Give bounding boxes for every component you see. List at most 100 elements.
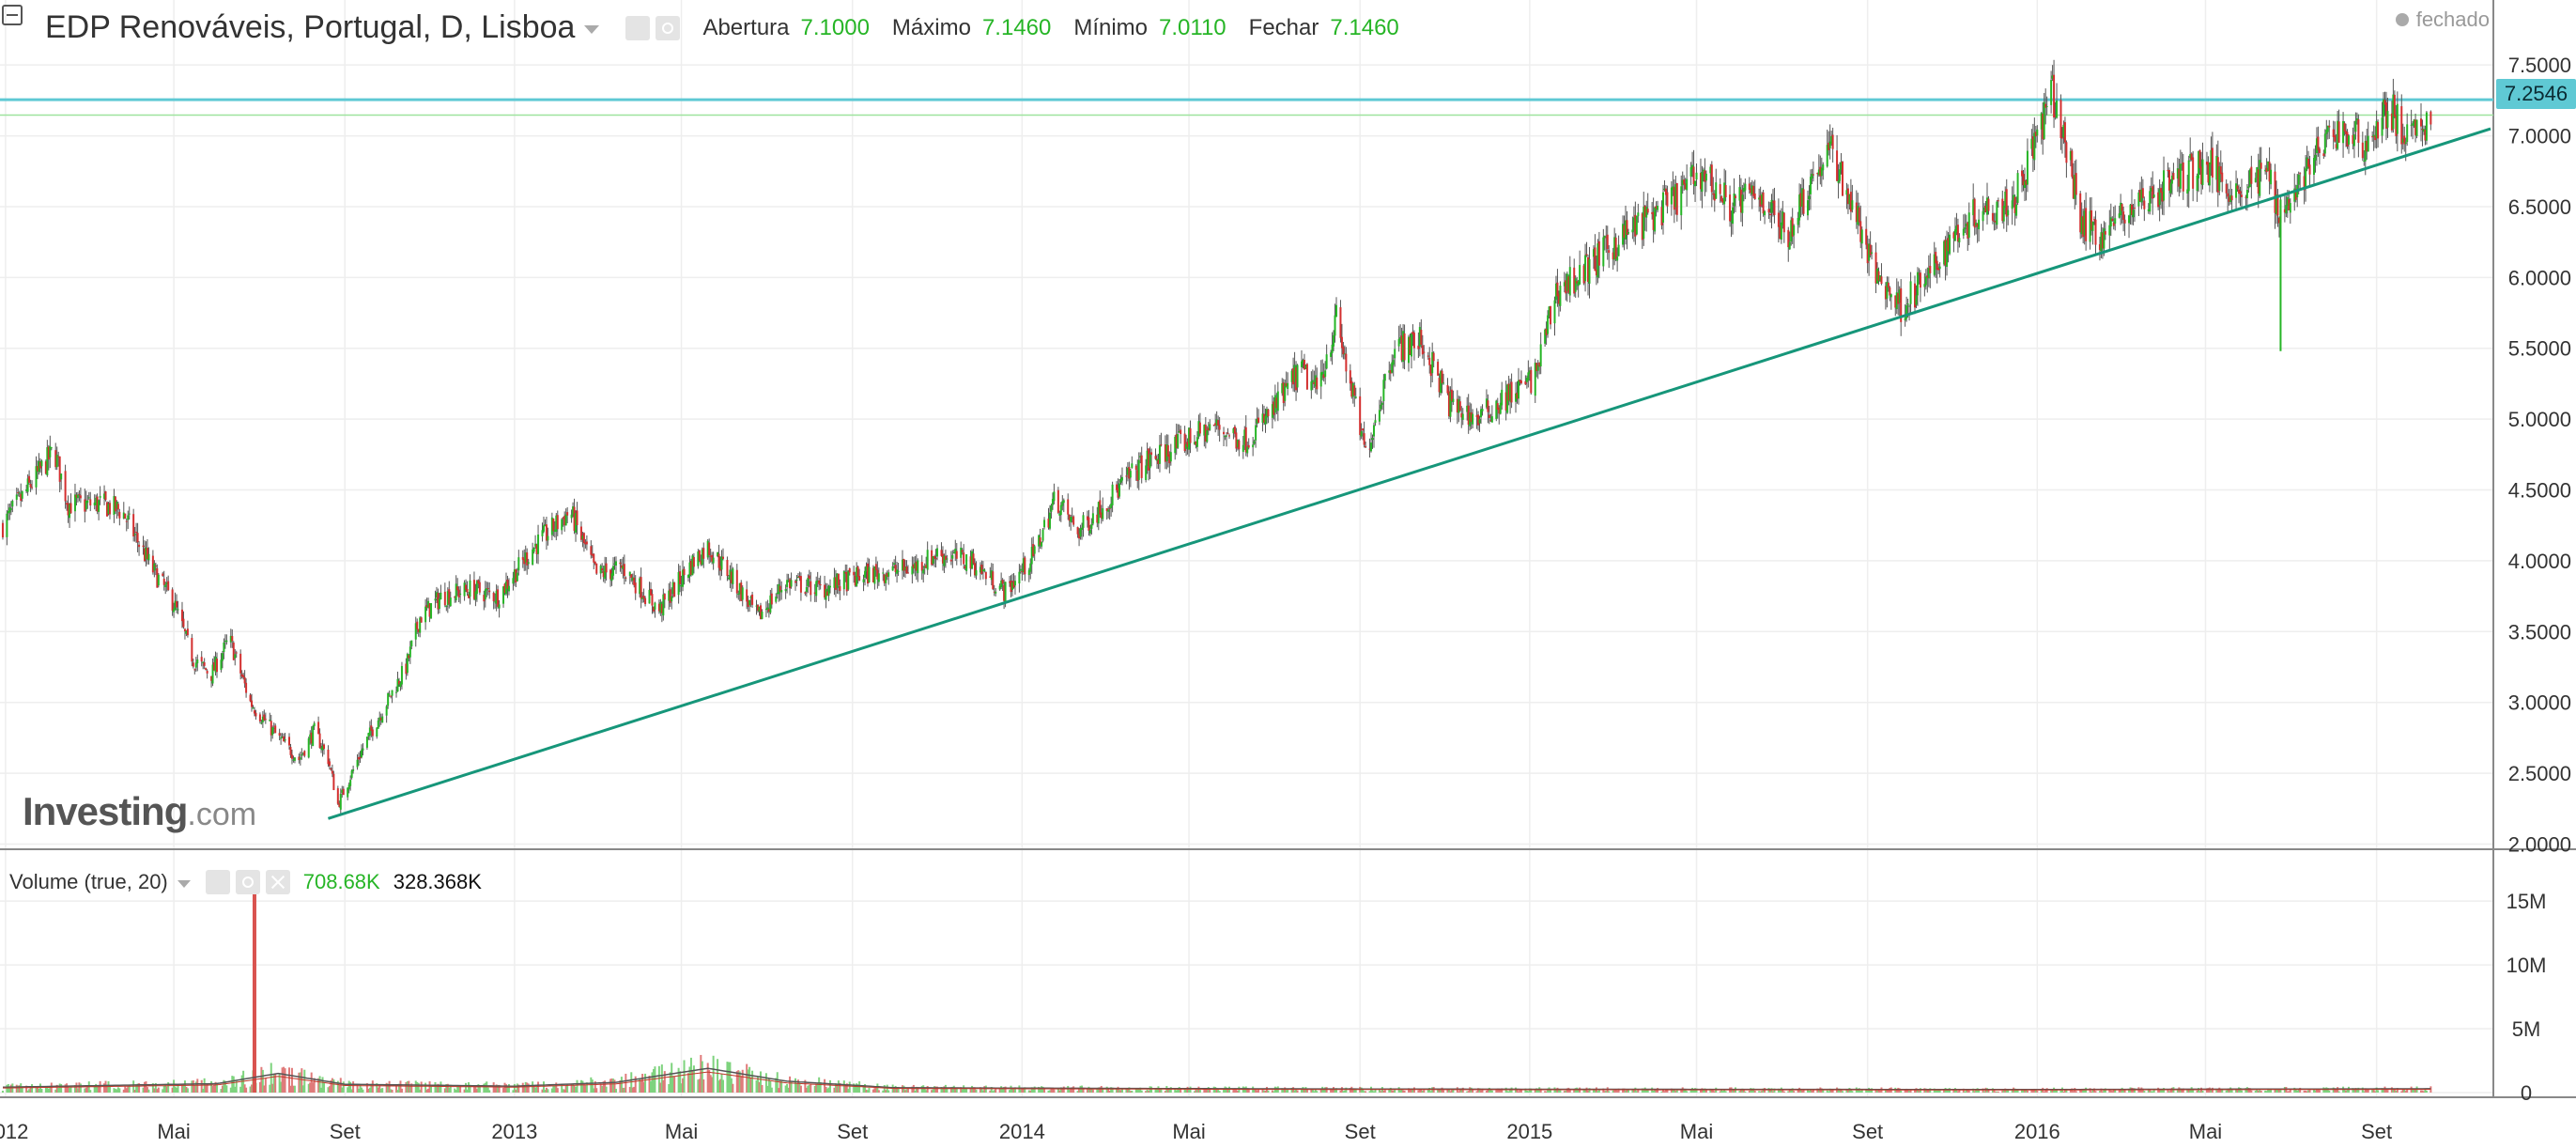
candle [20,493,23,502]
candle [593,553,595,563]
volume-bar [365,1083,368,1093]
candle [1227,435,1230,437]
volume-bar [748,1066,751,1093]
volume-bar [2023,1090,2026,1093]
candle [1339,307,1342,338]
candle [642,596,645,599]
candle [1704,173,1707,181]
candle [2103,228,2106,249]
candle [837,573,840,586]
candle [1496,403,1499,411]
candle [1801,188,1804,208]
candle [553,529,556,533]
volume-bar [954,1088,957,1093]
volume-bar [1771,1091,1774,1093]
candle [702,548,705,559]
volume-bar [264,1078,267,1093]
candle [2069,150,2072,161]
volume-title[interactable]: Volume (true, 20) [9,870,168,893]
time-tick-label: 2015 [1506,1120,1552,1143]
candle [301,752,304,754]
candle [1592,249,1595,257]
candle [1625,220,1627,240]
volume-bar [1300,1089,1303,1093]
eye-icon[interactable] [625,15,651,40]
volume-bar [1400,1088,1403,1093]
candle [787,580,790,582]
volume-bar [524,1081,527,1093]
volume-bar [896,1087,899,1093]
candle [1290,370,1293,382]
volume-bar [1169,1087,1172,1093]
volume-gear-icon[interactable] [235,870,260,894]
volume-bar [1174,1089,1177,1093]
candle [193,669,196,671]
candle [1351,383,1354,397]
price-tick-label: 6.5000 [2508,195,2571,219]
volume-bar [1342,1091,1345,1093]
volume-bar [1050,1088,1053,1093]
volume-bar [1072,1086,1075,1093]
volume-bar [243,1084,246,1093]
candle [1952,232,1955,239]
candle [1758,197,1761,200]
collapse-icon[interactable] [2,5,23,25]
volume-tick-label: 10M [2507,954,2547,977]
candle [1890,294,1892,298]
volume-bar [60,1083,63,1093]
volume-bar [15,1084,18,1093]
volume-eye-icon[interactable] [205,870,230,894]
candle [579,526,582,540]
candle [1876,268,1879,284]
volume-bar [1517,1091,1519,1093]
candle [399,682,402,688]
candle [2074,174,2076,199]
candle [2132,209,2135,218]
volume-bar [239,1086,242,1093]
candle [1767,209,1770,213]
candle [654,602,656,610]
candle [1530,369,1533,394]
volume-bar [1024,1087,1026,1093]
candle [1799,193,1802,207]
volume-bar [2236,1090,2239,1093]
candle [2406,124,2409,143]
gear-icon[interactable] [656,15,681,40]
volume-bar [847,1089,850,1093]
volume-bar [819,1081,822,1093]
volume-bar [260,1066,263,1093]
candle [1343,353,1346,355]
candle [356,759,359,768]
volume-dropdown-icon[interactable] [177,880,191,888]
candle [1013,581,1016,586]
candle [1866,243,1869,264]
volume-bar [1506,1091,1509,1093]
candle [1840,162,1843,170]
candle [2274,171,2276,213]
candle [202,661,205,664]
volume-bar [133,1090,136,1093]
volume-bar [162,1085,165,1093]
candle [673,582,676,597]
candle [7,510,9,514]
candle [819,584,822,586]
volume-bar [2352,1089,2355,1093]
volume-bar [1758,1091,1761,1093]
title-dropdown-icon[interactable] [584,25,600,34]
candle [827,585,830,597]
volume-bar [1013,1087,1016,1093]
volume-close-icon[interactable] [265,870,290,894]
volume-bar [18,1085,21,1093]
candle [1033,546,1036,554]
volume-bar [2403,1089,2406,1093]
chart-title[interactable]: EDP Renováveis, Portugal, D, Lisboa [45,9,576,45]
volume-bar [1223,1089,1226,1093]
volume-bar [2016,1088,2019,1093]
candle [108,503,111,515]
candle [2393,94,2396,116]
candle [1936,260,1938,271]
candle [853,571,856,576]
candle [2248,169,2251,188]
volume-bar [702,1079,705,1093]
